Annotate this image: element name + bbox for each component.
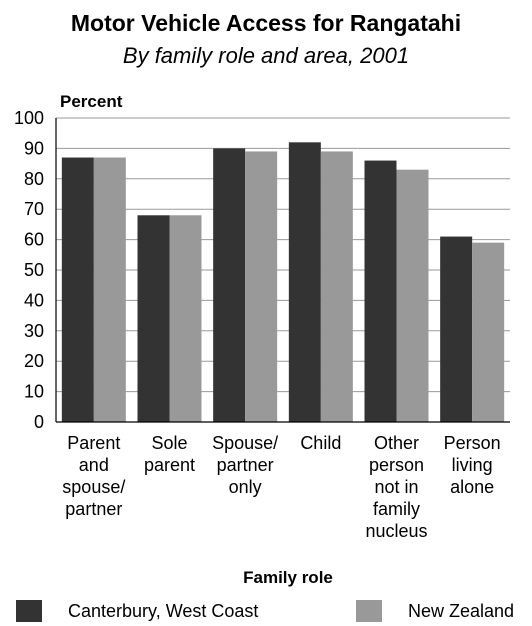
chart-title: Motor Vehicle Access for Rangatahi (71, 10, 461, 36)
legend-label: Canterbury, West Coast (68, 601, 258, 621)
bar-canterbury (440, 236, 473, 422)
y-tick-label: 50 (24, 260, 44, 280)
axes (55, 118, 510, 423)
gridlines (56, 117, 510, 393)
y-tick-label: 100 (14, 108, 44, 128)
y-tick-label: 10 (24, 382, 44, 402)
bar-new-zealand (472, 242, 505, 422)
legend-label: New Zealand (408, 601, 514, 621)
bar-canterbury (288, 142, 321, 422)
legend: Canterbury, West Coast New Zealand (16, 600, 514, 622)
y-tick-label: 80 (24, 169, 44, 189)
bar-new-zealand (93, 157, 126, 422)
bar-canterbury (364, 160, 397, 422)
bar-new-zealand (320, 151, 353, 422)
y-tick-labels: 0 10 20 30 40 50 60 70 80 90 100 (14, 108, 44, 432)
bar-new-zealand (169, 215, 202, 422)
chart-subtitle: By family role and area, 2001 (123, 43, 409, 68)
bars (61, 142, 505, 422)
legend-swatch (356, 600, 382, 622)
y-tick-label: 60 (24, 230, 44, 250)
x-category-labels: Parent and spouse/partner Sole parent Spouse/… (62, 433, 500, 541)
bar-canterbury (61, 157, 94, 422)
x-category-label: Spouse/partner only (212, 433, 278, 497)
bar-canterbury (137, 215, 170, 422)
y-tick-label: 30 (24, 321, 44, 341)
x-category-label: Other person not in family nucleus (365, 433, 427, 541)
x-axis-label: Family role (243, 568, 333, 587)
bar-canterbury (213, 148, 246, 422)
y-tick-label: 20 (24, 351, 44, 371)
x-category-label: Parent and spouse/partner (62, 433, 125, 519)
y-tick-label: 0 (34, 412, 44, 432)
y-tick-label: 40 (24, 290, 44, 310)
legend-swatch (16, 600, 42, 622)
x-category-label: Sole parent (144, 433, 195, 475)
bar-new-zealand (396, 169, 429, 422)
x-category-label: Person living alone (444, 433, 501, 497)
y-tick-label: 90 (24, 138, 44, 158)
y-axis-label: Percent (60, 92, 123, 111)
x-category-label: Child (300, 433, 341, 453)
bar-new-zealand (245, 151, 278, 422)
y-tick-label: 70 (24, 199, 44, 219)
